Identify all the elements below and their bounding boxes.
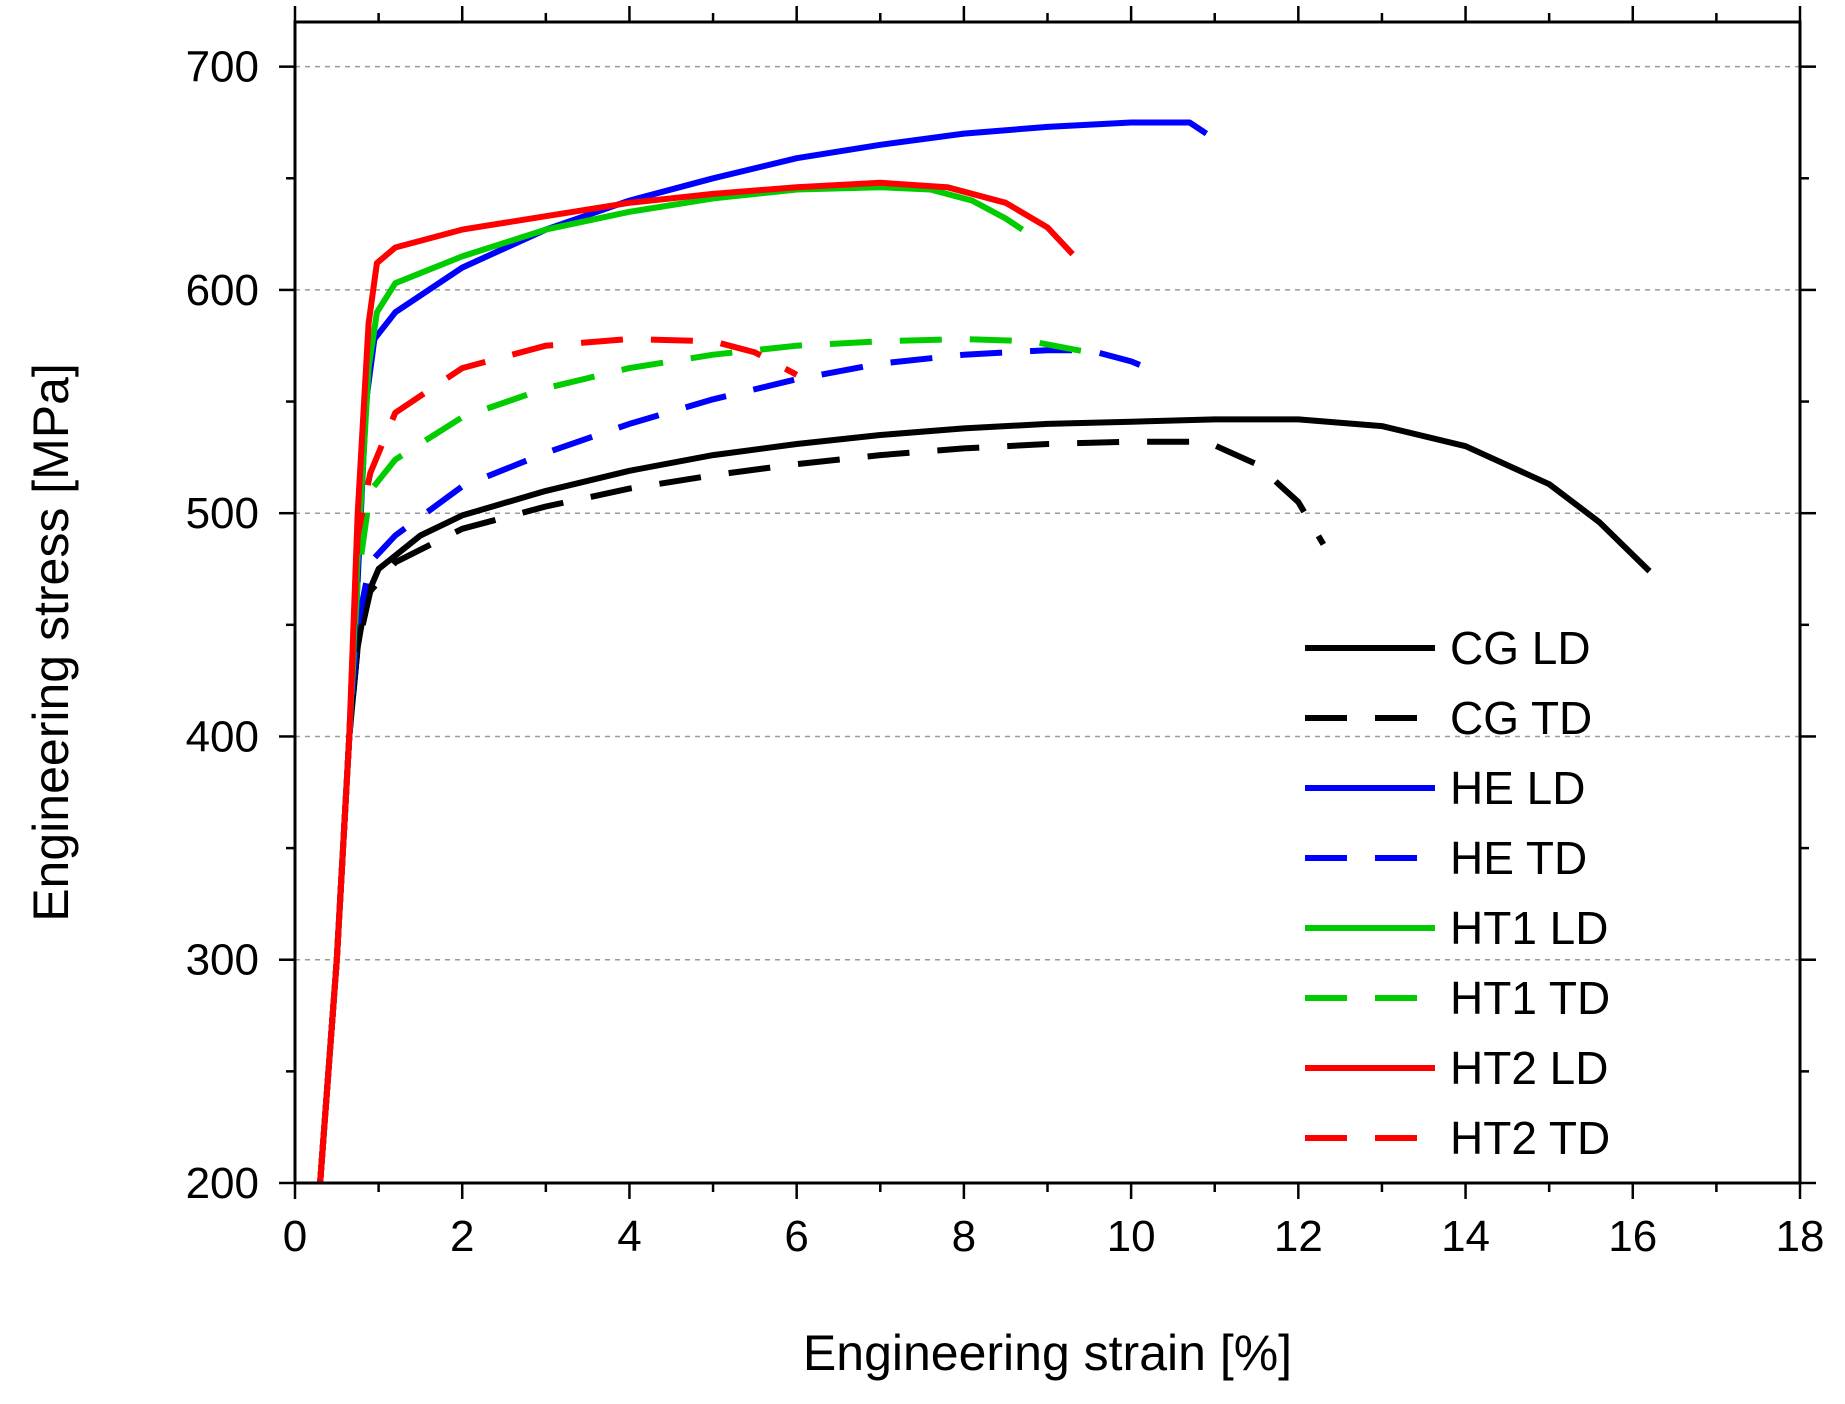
x-tick-label-0: 0: [283, 1212, 307, 1261]
y-tick-label-400: 400: [186, 712, 259, 761]
series-line-cg-td: [317, 438, 1326, 1183]
x-tick-label-8: 8: [952, 1212, 976, 1261]
series-line-ht1-td: [317, 336, 1090, 1183]
legend-label-he-td: HE TD: [1450, 832, 1587, 884]
legend-label-cg-ld: CG LD: [1450, 622, 1591, 674]
legend-label-ht1-ld: HT1 LD: [1450, 902, 1608, 954]
legend: CG LD CG TD HE LD HE TD HT1 LD HT1 TD HT2 LD HT…: [1305, 622, 1610, 1164]
x-tick-label-12: 12: [1274, 1212, 1323, 1261]
x-tick-label-4: 4: [617, 1212, 641, 1261]
grid-lines: [295, 65, 1800, 961]
y-tick-labels: 200 300 400 500 600 700: [186, 43, 259, 1208]
x-tick-label-10: 10: [1107, 1212, 1156, 1261]
y-tick-label-700: 700: [186, 43, 259, 92]
x-tick-labels: 0 2 4 6 8 10 12 14 16 18: [283, 1212, 1825, 1261]
y-tick-label-500: 500: [186, 489, 259, 538]
series-line-he-td: [317, 347, 1166, 1183]
y-axis-title: Engineering stress [MPa]: [23, 363, 79, 922]
x-tick-label-16: 16: [1608, 1212, 1657, 1261]
y-tick-label-600: 600: [186, 266, 259, 315]
series-line-he-ld: [317, 119, 1209, 1183]
legend-label-ht1-td: HT1 TD: [1450, 972, 1610, 1024]
x-tick-label-14: 14: [1441, 1212, 1490, 1261]
legend-label-ht2-ld: HT2 LD: [1450, 1042, 1608, 1094]
axis-ticks: [279, 6, 1816, 1199]
legend-label-cg-td: CG TD: [1450, 692, 1592, 744]
series-line-ht1-ld: [317, 184, 1025, 1183]
x-tick-label-2: 2: [450, 1212, 474, 1261]
x-tick-label-18: 18: [1776, 1212, 1825, 1261]
series-line-ht2-ld: [317, 179, 1075, 1183]
y-tick-label-200: 200: [186, 1159, 259, 1208]
series-lines: [317, 119, 1652, 1183]
x-tick-label-6: 6: [784, 1212, 808, 1261]
y-tick-label-300: 300: [186, 936, 259, 985]
legend-label-he-ld: HE LD: [1450, 762, 1585, 814]
x-axis-title: Engineering strain [%]: [803, 1325, 1292, 1381]
legend-label-ht2-td: HT2 TD: [1450, 1112, 1610, 1164]
